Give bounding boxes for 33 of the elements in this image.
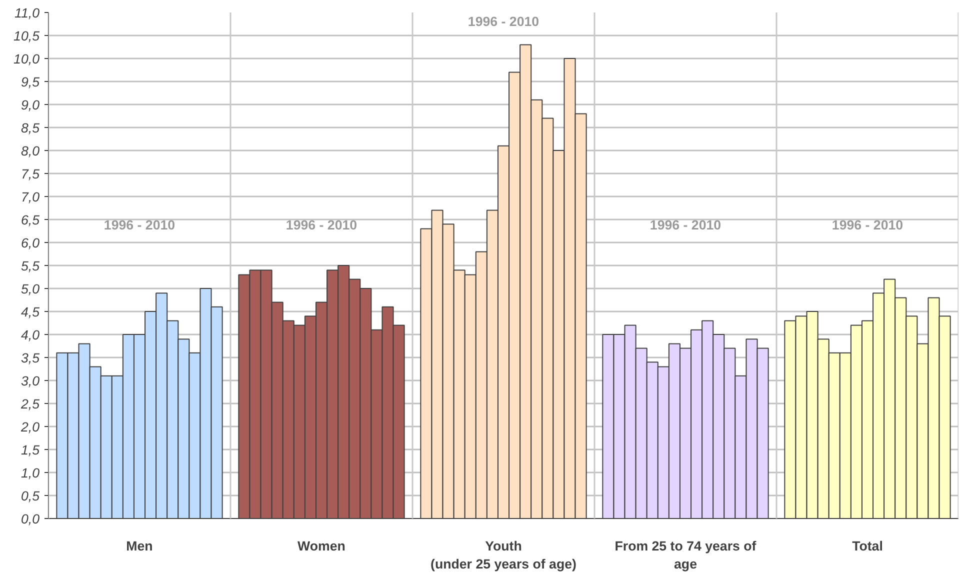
y-tick-label: 5,0: [20, 282, 40, 296]
y-tick-label: 3,0: [20, 374, 40, 388]
y-tick-label: 7,0: [20, 190, 40, 204]
annotation: 1996 - 2010: [832, 218, 904, 233]
y-tick-label: 8,0: [20, 144, 40, 158]
y-tick-label: 11,0: [14, 6, 40, 20]
annotation: 1996 - 2010: [286, 218, 358, 233]
y-tick-label: 8,5: [20, 120, 40, 136]
y-tick-label: 10,5: [14, 28, 40, 44]
y-tick-label: 0,5: [20, 488, 40, 504]
y-tick-label: 7,5: [20, 166, 40, 182]
x-tick-label: Youth (under 25 years of age): [430, 538, 576, 572]
y-tick-label: 6,5: [20, 212, 40, 228]
annotation: 1996 - 2010: [650, 218, 722, 233]
y-tick-label: 2,0: [20, 420, 40, 434]
x-tick-label: Total: [852, 538, 883, 554]
y-tick-label: 0,0: [20, 512, 40, 526]
annotation: 1996 - 2010: [468, 14, 540, 30]
y-tick-label: 4,5: [20, 304, 40, 320]
y-tick-label: 10,0: [14, 52, 40, 66]
x-tick-label: Women: [298, 538, 346, 554]
y-tick-label: 9,5: [20, 74, 40, 90]
x-tick-label: Men: [126, 538, 153, 554]
y-tick-label: 4,0: [20, 328, 40, 342]
y-tick-label: 9,0: [20, 98, 40, 112]
y-tick-label: 3,5: [20, 350, 40, 366]
y-tick-label: 1,0: [20, 466, 40, 480]
x-tick-label: From 25 to 74 years of age: [614, 538, 757, 572]
y-tick-label: 5,5: [20, 258, 40, 274]
annotation: 1996 - 2010: [104, 218, 176, 233]
y-tick-label: 1,5: [20, 442, 40, 458]
y-tick-label: 2,5: [20, 396, 40, 412]
y-tick-label: 6,0: [20, 236, 40, 250]
